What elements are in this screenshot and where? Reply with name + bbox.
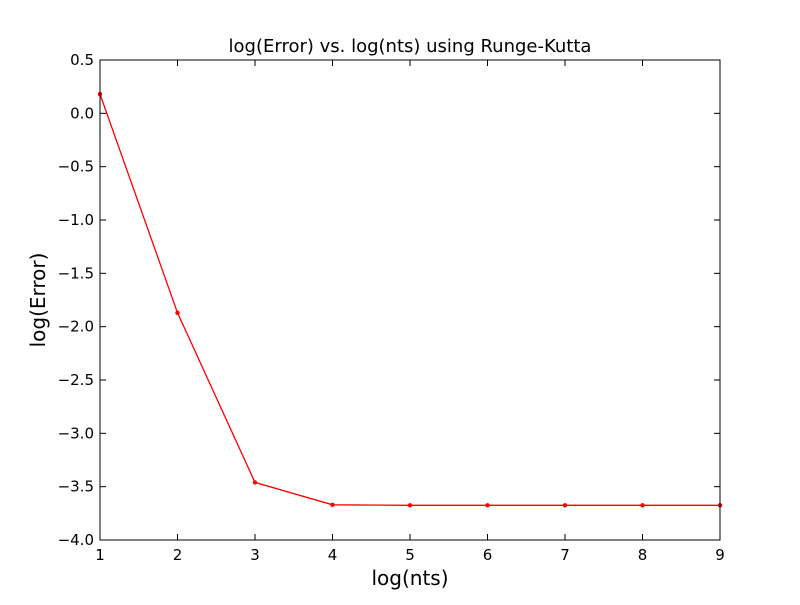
y-tick-label: −3.0 [58,424,94,442]
data-point [175,310,180,315]
x-axis-title: log(nts) [371,566,448,590]
data-point [252,480,258,485]
x-tick-label: 4 [328,546,338,564]
y-tick-label: −1.0 [58,211,94,229]
y-tick-label: 0.5 [70,51,94,69]
axes: 1 2 3 4 5 6 7 8 9 0.5 0.0 −0.5 −1.0 −1.5 −2.0 −2.5 −3.0 −… [58,51,725,564]
data-point [562,503,568,508]
data-point [485,503,490,508]
x-tick-label: 6 [483,546,493,564]
x-tick-label: 9 [715,546,725,564]
chart-title: log(Error) vs. log(nts) using Runge-Kutt… [229,36,592,57]
x-tick-label: 1 [95,546,105,564]
x-tick-label: 7 [560,546,570,564]
x-tick-label: 8 [638,546,648,564]
series-line [99,93,720,506]
y-tick-label: −1.5 [58,264,94,282]
y-axis-title: log(Error) [26,253,50,348]
data-point [640,503,645,508]
series-layer [97,91,723,508]
y-tick-label: 0.0 [70,104,94,122]
y-tick-label: −2.0 [58,318,94,336]
data-point [407,503,413,508]
y-tick-label: −3.5 [58,478,94,496]
data-point [330,502,335,507]
x-tick-label: 5 [405,546,415,564]
y-tick-label: −2.5 [58,371,94,389]
y-tick-label: −0.5 [58,158,94,176]
y-tick-label: −4.0 [58,531,94,549]
plot-frame [99,59,721,541]
x-tick-label: 2 [173,546,183,564]
x-tick-label: 3 [250,546,260,564]
